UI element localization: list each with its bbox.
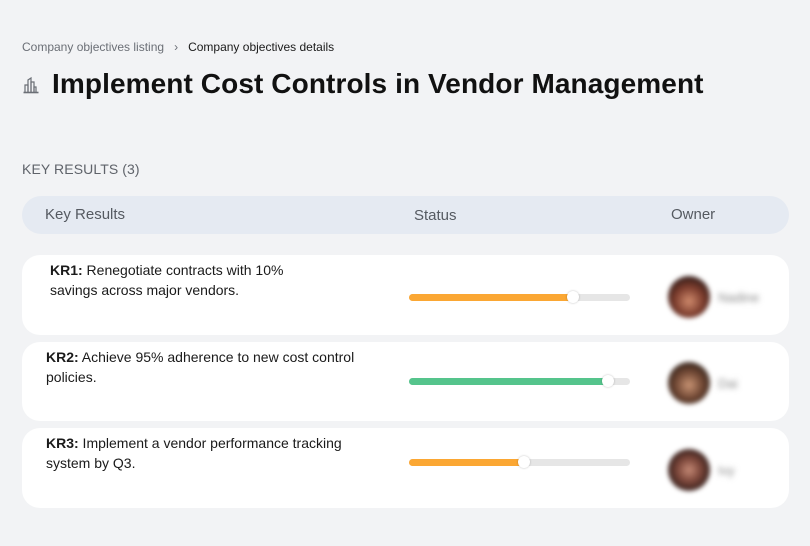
key-result-row-2[interactable]: KR2: Achieve 95% adherence to new cost c… bbox=[22, 342, 789, 421]
key-results-section-label: KEY RESULTS (3) bbox=[22, 161, 140, 177]
owner-name: Dai bbox=[718, 375, 738, 391]
key-result-code: KR3: bbox=[46, 435, 79, 451]
key-result-description: KR1: Renegotiate contracts with 10% savi… bbox=[50, 260, 310, 300]
key-result-code: KR1: bbox=[50, 262, 83, 278]
breadcrumb-objectives-details: Company objectives details bbox=[188, 40, 335, 54]
status-progress-bar bbox=[409, 291, 630, 303]
key-result-code: KR2: bbox=[46, 349, 79, 365]
progress-fill bbox=[409, 294, 573, 301]
breadcrumb: Company objectives listing › Company obj… bbox=[22, 39, 334, 55]
column-header-owner: Owner bbox=[671, 206, 716, 223]
progress-fill bbox=[409, 378, 608, 385]
column-header-key-results: Key Results bbox=[45, 206, 126, 223]
key-result-row-1[interactable]: KR1: Renegotiate contracts with 10% savi… bbox=[22, 255, 789, 335]
column-header-status: Status bbox=[414, 207, 457, 224]
progress-fill bbox=[409, 459, 524, 466]
avatar bbox=[668, 362, 710, 404]
key-result-description: KR3: Implement a vendor performance trac… bbox=[46, 433, 366, 473]
progress-slider-handle[interactable] bbox=[517, 456, 530, 468]
avatar bbox=[668, 276, 710, 318]
owner[interactable]: Dai bbox=[668, 362, 738, 404]
key-result-description: KR2: Achieve 95% adherence to new cost c… bbox=[46, 347, 366, 387]
breadcrumb-objectives-listing[interactable]: Company objectives listing bbox=[22, 40, 165, 54]
owner[interactable]: Ivy bbox=[668, 449, 735, 491]
key-result-text: Renegotiate contracts with 10% savings a… bbox=[50, 262, 284, 298]
key-result-text: Implement a vendor performance tracking … bbox=[46, 435, 342, 471]
page-header: Implement Cost Controls in Vendor Manage… bbox=[22, 66, 704, 102]
progress-slider-handle[interactable] bbox=[601, 375, 614, 387]
key-results-table-header: Key Results Status Owner bbox=[22, 196, 789, 234]
chevron-right-icon: › bbox=[174, 40, 179, 54]
avatar bbox=[668, 449, 710, 491]
status-progress-bar bbox=[409, 375, 630, 387]
status-progress-bar bbox=[409, 456, 630, 468]
owner-name: Nadine bbox=[718, 289, 760, 305]
buildings-icon bbox=[22, 76, 42, 96]
owner[interactable]: Nadine bbox=[668, 276, 759, 318]
key-result-text: Achieve 95% adherence to new cost contro… bbox=[46, 349, 355, 385]
key-result-row-3[interactable]: KR3: Implement a vendor performance trac… bbox=[22, 428, 789, 508]
owner-name: Ivy bbox=[718, 462, 735, 478]
page-title: Implement Cost Controls in Vendor Manage… bbox=[52, 68, 704, 99]
progress-slider-handle[interactable] bbox=[566, 291, 579, 303]
